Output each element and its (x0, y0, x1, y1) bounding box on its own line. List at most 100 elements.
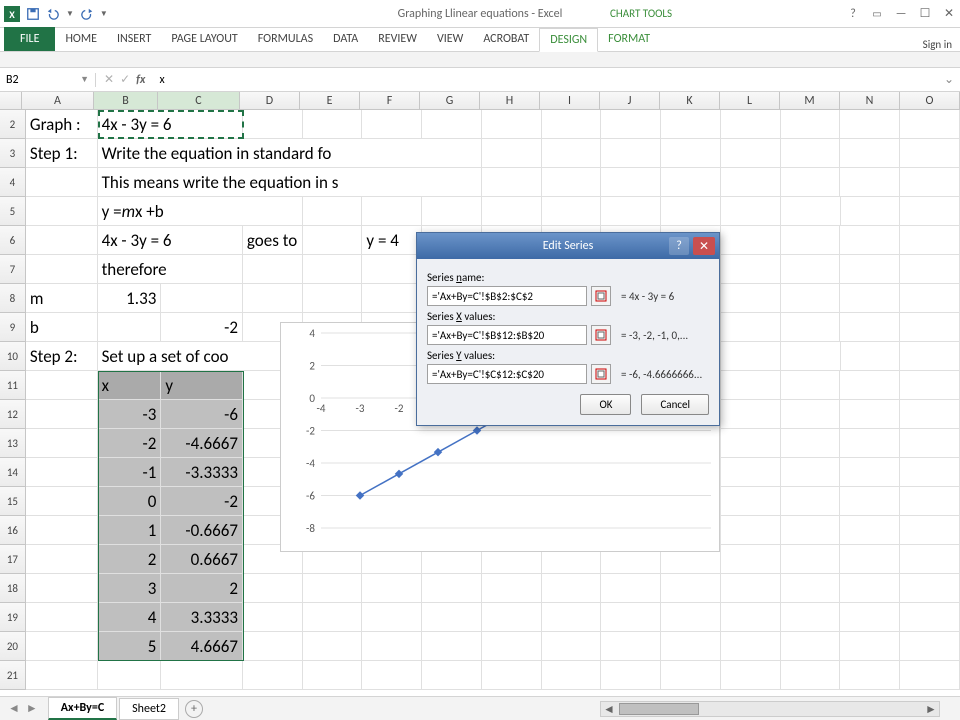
cell-D18[interactable] (243, 574, 303, 603)
cell-A16[interactable] (26, 516, 98, 545)
series-y-range-picker-icon[interactable] (591, 364, 611, 384)
row-header-16[interactable]: 16 (0, 516, 26, 545)
fx-icon[interactable]: fx (136, 73, 145, 87)
cell-O20[interactable] (900, 632, 960, 661)
cell-O15[interactable] (900, 487, 960, 516)
cell-H5[interactable] (482, 197, 542, 226)
cell-N4[interactable] (840, 168, 900, 197)
cell-E7[interactable] (303, 255, 363, 284)
row-header-2[interactable]: 2 (0, 110, 26, 139)
ok-button[interactable]: OK (580, 394, 631, 415)
column-header-H[interactable]: H (480, 92, 540, 109)
cell-E2[interactable] (303, 110, 363, 139)
cell-E8[interactable] (303, 284, 363, 313)
column-header-I[interactable]: I (540, 92, 600, 109)
cell-F21[interactable] (362, 661, 422, 690)
row-header-5[interactable]: 5 (0, 197, 26, 226)
new-sheet-icon[interactable]: + (185, 700, 203, 718)
cell-O8[interactable] (900, 284, 960, 313)
cell-F6[interactable]: y = 4 (362, 226, 422, 255)
row-header-15[interactable]: 15 (0, 487, 26, 516)
cell-E18[interactable] (303, 574, 363, 603)
cell-M11[interactable] (781, 371, 841, 400)
row-header-12[interactable]: 12 (0, 400, 26, 429)
cell-L19[interactable] (721, 603, 781, 632)
cell-O19[interactable] (900, 603, 960, 632)
row-header-13[interactable]: 13 (0, 429, 26, 458)
cell-A17[interactable] (26, 545, 98, 574)
tab-acrobat[interactable]: ACROBAT (473, 28, 539, 51)
cell-A8[interactable]: m (26, 284, 98, 313)
cell-B15[interactable]: 0 (98, 487, 162, 516)
redo-icon[interactable] (80, 7, 94, 21)
row-header-7[interactable]: 7 (0, 255, 26, 284)
cell-B9[interactable] (98, 313, 162, 342)
row-header-20[interactable]: 20 (0, 632, 26, 661)
column-header-D[interactable]: D (240, 92, 300, 109)
cell-L12[interactable] (721, 400, 781, 429)
cell-B17[interactable]: 2 (98, 545, 162, 574)
dialog-titlebar[interactable]: Edit Series ? ✕ (417, 233, 719, 259)
cell-L18[interactable] (721, 574, 781, 603)
cell-D21[interactable] (243, 661, 303, 690)
cell-L10[interactable] (721, 342, 781, 371)
cell-J2[interactable] (601, 110, 661, 139)
cell-E6[interactable] (303, 226, 363, 255)
row-header-10[interactable]: 10 (0, 342, 26, 371)
cell-B8[interactable]: 1.33 (98, 284, 162, 313)
cell-I20[interactable] (542, 632, 602, 661)
cell-B11[interactable]: x (98, 371, 162, 400)
cell-N9[interactable] (840, 313, 900, 342)
signin-link[interactable]: Sign in (923, 38, 952, 51)
cell-O18[interactable] (900, 574, 960, 603)
cell-A9[interactable]: b (26, 313, 98, 342)
cell-A12[interactable] (26, 400, 98, 429)
cell-A11[interactable] (26, 371, 98, 400)
cancel-formula-icon[interactable]: ✕ (104, 72, 114, 87)
cell-E19[interactable] (303, 603, 363, 632)
cell-F19[interactable] (362, 603, 422, 632)
column-header-M[interactable]: M (780, 92, 840, 109)
cell-M12[interactable] (781, 400, 841, 429)
cell-G21[interactable] (422, 661, 482, 690)
cell-F7[interactable] (362, 255, 422, 284)
cell-B16[interactable]: 1 (98, 516, 162, 545)
cell-M17[interactable] (781, 545, 841, 574)
series-name-input[interactable] (427, 286, 587, 306)
cell-L14[interactable] (721, 458, 781, 487)
cell-A14[interactable] (26, 458, 98, 487)
tab-page-layout[interactable]: PAGE LAYOUT (161, 28, 247, 51)
cell-N8[interactable] (840, 284, 900, 313)
row-header-8[interactable]: 8 (0, 284, 26, 313)
cell-M2[interactable] (781, 110, 841, 139)
column-header-K[interactable]: K (660, 92, 720, 109)
row-header-11[interactable]: 11 (0, 371, 26, 400)
cell-L3[interactable] (721, 139, 781, 168)
row-header-4[interactable]: 4 (0, 168, 26, 197)
cell-B14[interactable]: -1 (98, 458, 162, 487)
enter-formula-icon[interactable]: ✓ (120, 72, 130, 87)
cell-C18[interactable]: 2 (161, 574, 243, 603)
file-tab[interactable]: FILE (4, 27, 55, 51)
cell-L15[interactable] (721, 487, 781, 516)
cell-C11[interactable]: y (161, 371, 243, 400)
tab-home[interactable]: HOME (55, 28, 107, 51)
column-header-J[interactable]: J (600, 92, 660, 109)
cell-L6[interactable] (721, 226, 781, 255)
cell-N10[interactable] (841, 342, 901, 371)
cell-L21[interactable] (721, 661, 781, 690)
cell-A6[interactable] (26, 226, 98, 255)
cell-M16[interactable] (781, 516, 841, 545)
cell-B21[interactable] (98, 661, 162, 690)
cell-D19[interactable] (243, 603, 303, 632)
cell-O12[interactable] (900, 400, 960, 429)
cell-N3[interactable] (840, 139, 900, 168)
tab-formulas[interactable]: FORMULAS (248, 28, 323, 51)
cell-M5[interactable] (781, 197, 841, 226)
row-header-6[interactable]: 6 (0, 226, 26, 255)
cell-D20[interactable] (243, 632, 303, 661)
column-header-A[interactable]: A (22, 92, 94, 109)
cell-N12[interactable] (840, 400, 900, 429)
cell-K20[interactable] (661, 632, 721, 661)
save-icon[interactable] (26, 7, 40, 21)
